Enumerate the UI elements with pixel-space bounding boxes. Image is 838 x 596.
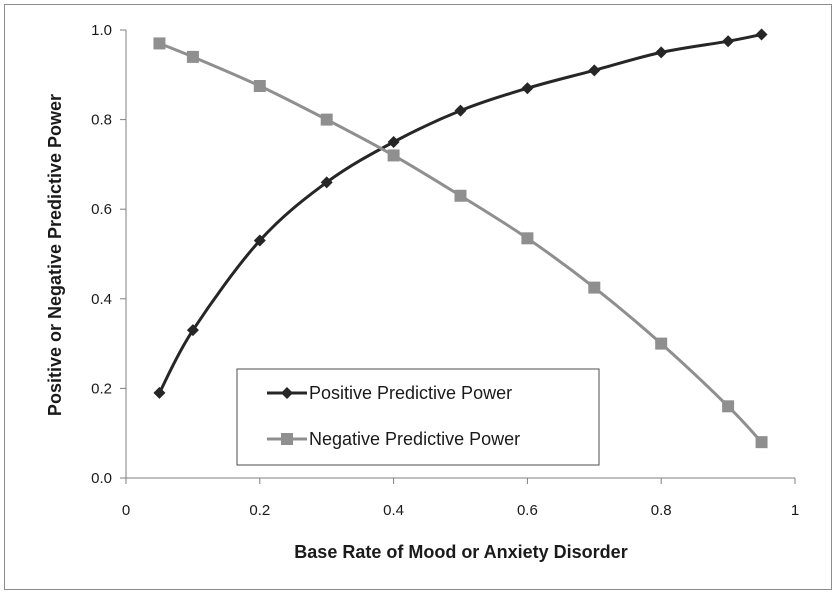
y-tick-label: 0.2 (91, 380, 112, 397)
data-point-negative (387, 149, 400, 162)
y-tick-label: 0.8 (91, 112, 112, 129)
series-layer (153, 28, 768, 449)
data-point-positive (153, 386, 166, 399)
data-point-positive (186, 324, 199, 337)
legend-label-negative: Negative Predictive Power (309, 429, 520, 449)
data-point-positive (722, 35, 735, 48)
data-point-negative (521, 232, 534, 245)
data-point-positive (655, 46, 668, 59)
data-point-negative (722, 400, 735, 413)
data-point-positive (387, 136, 400, 148)
data-point-positive (521, 82, 534, 95)
legend-marker-positive (281, 387, 293, 399)
legend-box (236, 368, 600, 466)
x-tick-label: 0.2 (249, 502, 270, 519)
data-point-negative (186, 50, 199, 63)
line-chart: 0 0.2 0.4 0.6 0.8 1 0.0 0.2 0.4 0.6 0.8 1.0 Positiv… (45, 22, 799, 562)
series-line-positive (158, 33, 762, 394)
y-tick-label: 0.4 (91, 291, 112, 308)
chart-frame: 0 0.2 0.4 0.6 0.8 1 0.0 0.2 0.4 0.6 0.8 1.0 Positiv… (4, 4, 832, 590)
y-tick-label: 1.0 (91, 22, 112, 39)
data-point-positive (588, 64, 601, 77)
y-tick-label: 0.0 (91, 470, 112, 487)
data-point-negative (153, 37, 166, 50)
data-point-negative (253, 80, 266, 92)
y-tick-label: 0.6 (91, 201, 112, 218)
data-point-negative (588, 281, 601, 294)
data-point-negative (655, 337, 668, 350)
data-point-negative (320, 113, 333, 126)
data-point-positive (755, 28, 768, 41)
data-point-negative (755, 436, 768, 449)
x-tick-label: 1 (791, 502, 799, 519)
y-axis-title: Positive or Negative Predictive Power (45, 94, 65, 416)
x-tick-label: 0.8 (651, 502, 672, 519)
data-point-positive (454, 104, 467, 117)
legend: Positive Predictive Power Negative Predi… (236, 368, 600, 466)
data-point-negative (454, 189, 467, 202)
x-tick-label: 0 (122, 502, 130, 519)
x-axis-title: Base Rate of Mood or Anxiety Disorder (294, 542, 627, 562)
legend-label-positive: Positive Predictive Power (309, 383, 512, 403)
x-tick-label: 0.4 (383, 502, 404, 519)
legend-marker-negative (281, 433, 293, 445)
data-point-positive (320, 176, 333, 189)
axes: 0 0.2 0.4 0.6 0.8 1 0.0 0.2 0.4 0.6 0.8 1.0 (91, 22, 799, 519)
x-tick-label: 0.6 (517, 502, 538, 519)
